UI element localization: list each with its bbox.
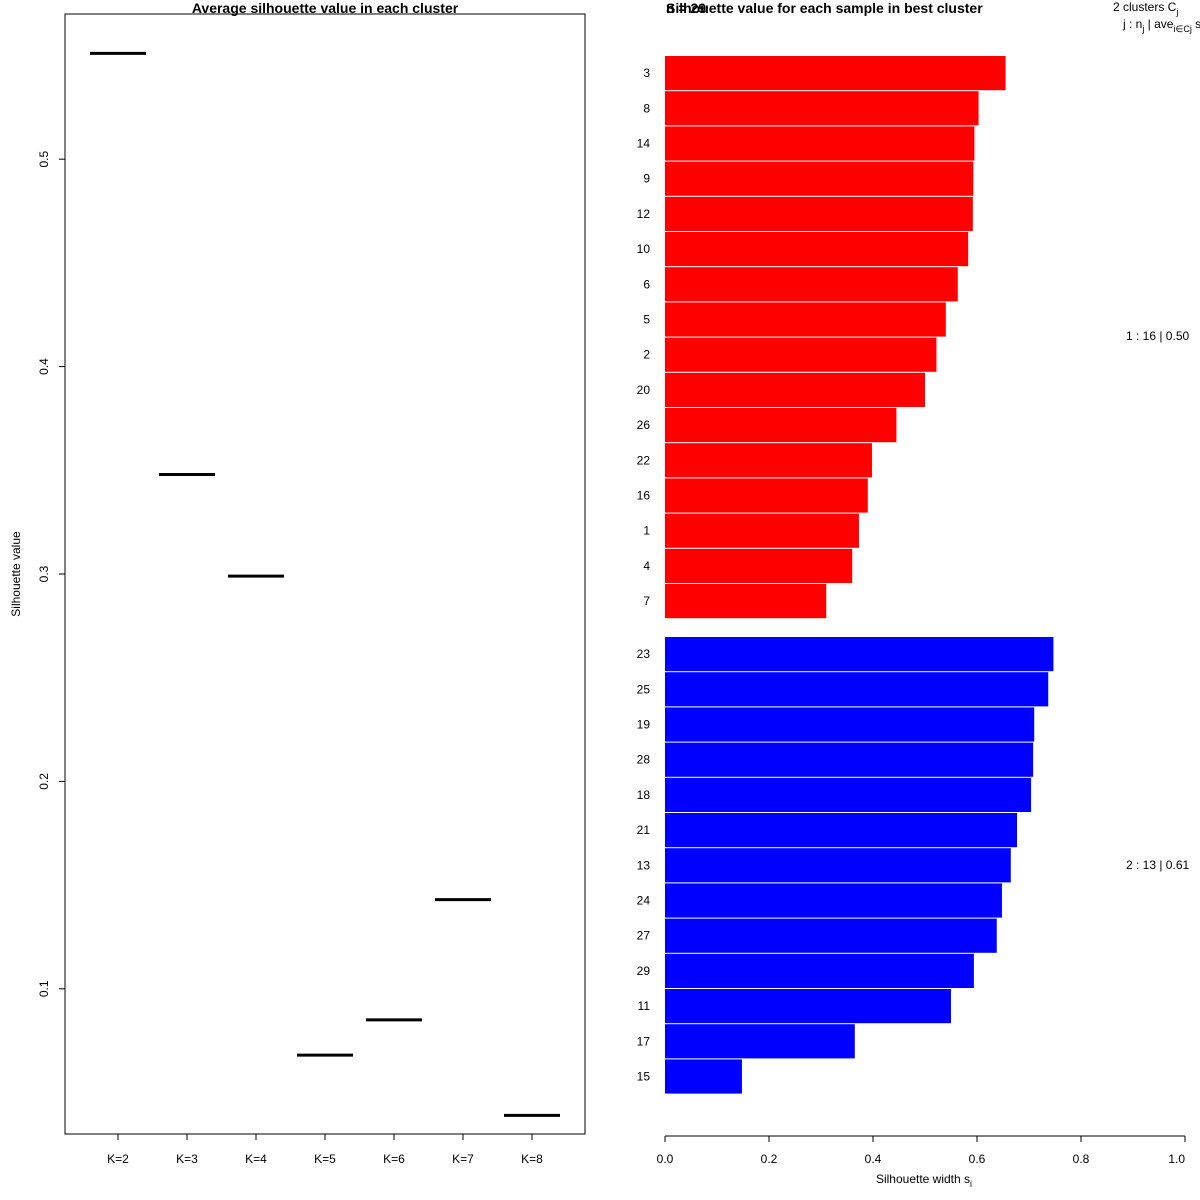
right-chart-title: Silhouette value for each sample in best… xyxy=(666,0,983,16)
sample-label: 12 xyxy=(637,207,651,221)
sample-label: 14 xyxy=(637,137,651,151)
right-legend-header: 2 clusters Cj j : nj | avei∈Cj s xyxy=(1113,0,1200,34)
silhouette-bar xyxy=(665,742,1034,777)
left-x-tick-label: K=3 xyxy=(176,1152,198,1166)
sample-label: 28 xyxy=(637,753,651,767)
sample-label: 29 xyxy=(637,964,651,978)
sample-label: 16 xyxy=(637,489,651,503)
silhouette-bar xyxy=(665,478,868,513)
sample-label: 21 xyxy=(637,823,651,837)
silhouette-bar xyxy=(665,126,975,161)
silhouette-bar xyxy=(665,548,853,583)
sample-label: 22 xyxy=(637,453,651,467)
silhouette-bar xyxy=(665,443,872,478)
sample-label: 1 xyxy=(643,524,650,538)
cluster-2-summary: 2 : 13 | 0.61 xyxy=(1126,858,1189,872)
silhouette-bar xyxy=(665,637,1054,672)
silhouette-bar xyxy=(665,372,925,407)
sample-label: 15 xyxy=(637,1070,651,1084)
left-y-tick-label: 0.1 xyxy=(37,980,51,997)
silhouette-bar xyxy=(665,883,1002,918)
sample-label: 2 xyxy=(643,348,650,362)
cluster-2-bars: 23 25 19 28 18 21 13 24 27 29 11 17 15 xyxy=(637,637,1054,1094)
left-x-tick-label: K=5 xyxy=(314,1152,336,1166)
sample-label: 23 xyxy=(637,647,651,661)
left-plot-frame xyxy=(64,13,586,1135)
sample-label: 9 xyxy=(643,172,650,186)
right-x-tick-label: 0.2 xyxy=(761,1152,778,1166)
sample-label: 6 xyxy=(643,277,650,291)
left-y-tick-label: 0.4 xyxy=(37,358,51,375)
silhouette-bar xyxy=(665,918,997,953)
sample-label: 18 xyxy=(637,788,651,802)
sample-label: 7 xyxy=(643,594,650,608)
silhouette-bar xyxy=(665,232,969,267)
right-chart-subtitle-overlap: n = 29 xyxy=(666,0,706,16)
sample-label: 24 xyxy=(637,894,651,908)
silhouette-bar xyxy=(665,989,951,1024)
left-x-tick-label: K=4 xyxy=(245,1152,267,1166)
sample-label: 26 xyxy=(637,418,651,432)
silhouette-bar xyxy=(665,1059,742,1094)
silhouette-bar xyxy=(665,707,1035,742)
silhouette-bar xyxy=(665,953,974,988)
silhouette-bar xyxy=(665,848,1011,883)
right-x-tick-label: 1.0 xyxy=(1168,1152,1185,1166)
silhouette-bar xyxy=(665,1024,855,1059)
right-x-axis: 0.0 0.2 0.4 0.6 0.8 1.0 xyxy=(657,1135,1186,1166)
silhouette-bar xyxy=(665,584,827,619)
right-x-tick-label: 0.6 xyxy=(969,1152,986,1166)
left-marks xyxy=(90,51,560,1117)
silhouette-bar xyxy=(665,161,974,196)
sample-label: 3 xyxy=(643,66,650,80)
right-chart: n = 29 Silhouette value for each sample … xyxy=(637,0,1200,1189)
silhouette-bar xyxy=(665,267,958,302)
sample-label: 10 xyxy=(637,242,651,256)
silhouette-bar xyxy=(665,337,937,372)
sample-label: 27 xyxy=(637,929,651,943)
left-y-axis: 0.1 0.2 0.3 0.4 0.5 xyxy=(37,151,65,997)
left-y-tick-label: 0.5 xyxy=(37,151,51,168)
sample-label: 8 xyxy=(643,101,650,115)
legend-header-line1: 2 clusters Cj xyxy=(1113,0,1178,17)
left-chart: Average silhouette value in each cluster… xyxy=(9,0,586,1166)
left-y-axis-label: Silhouette value xyxy=(9,531,23,617)
right-x-axis-label: Silhouette width si xyxy=(876,1172,972,1189)
left-x-tick-label: K=8 xyxy=(521,1152,543,1166)
silhouette-bar xyxy=(665,813,1018,848)
silhouette-bar xyxy=(665,302,946,337)
sample-label: 13 xyxy=(637,858,651,872)
sample-label: 5 xyxy=(643,313,650,327)
silhouette-bar xyxy=(665,777,1032,812)
right-x-tick-label: 0.8 xyxy=(1073,1152,1090,1166)
right-x-tick-label: 0.0 xyxy=(657,1152,674,1166)
sample-label: 4 xyxy=(643,559,650,573)
left-x-tick-label: K=6 xyxy=(383,1152,405,1166)
left-x-tick-label: K=7 xyxy=(452,1152,474,1166)
left-x-axis: K=2 K=3 K=4 K=5 K=6 K=7 K=8 xyxy=(107,1134,543,1166)
legend-header-line2: j : nj | avei∈Cj s xyxy=(1122,17,1200,34)
right-x-tick-label: 0.4 xyxy=(865,1152,882,1166)
left-x-tick-label: K=2 xyxy=(107,1152,129,1166)
left-y-tick-label: 0.2 xyxy=(37,773,51,790)
silhouette-bar xyxy=(665,408,897,443)
sample-label: 19 xyxy=(637,718,651,732)
silhouette-bar xyxy=(665,91,979,126)
left-chart-title: Average silhouette value in each cluster xyxy=(192,0,459,16)
sample-label: 25 xyxy=(637,682,651,696)
silhouette-bar xyxy=(665,513,859,548)
sample-label: 11 xyxy=(638,999,651,1013)
silhouette-bar xyxy=(665,196,973,231)
silhouette-bar xyxy=(665,56,1006,91)
right-bars: 3814912106522026221614723251928182113242… xyxy=(637,56,1054,1094)
sample-label: 17 xyxy=(637,1034,651,1048)
silhouette-bar xyxy=(665,672,1049,707)
left-y-tick-label: 0.3 xyxy=(37,565,51,582)
sample-label: 20 xyxy=(637,383,651,397)
cluster-1-summary: 1 : 16 | 0.50 xyxy=(1126,329,1189,343)
